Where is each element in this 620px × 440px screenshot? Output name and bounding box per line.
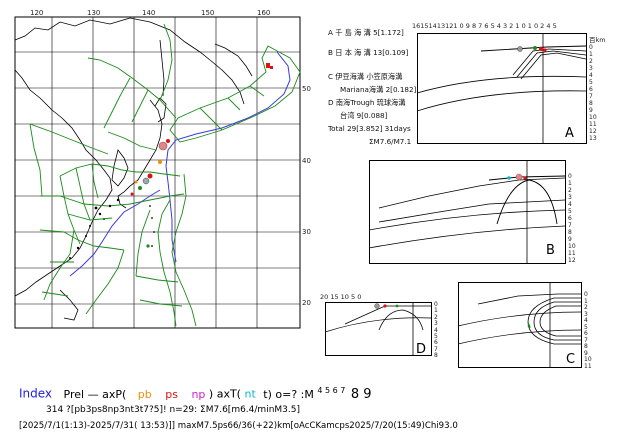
- lon-tick: 150: [201, 9, 215, 17]
- lon-tick: 120: [30, 9, 44, 17]
- panel-d-letter: D: [416, 342, 427, 357]
- nt-label: nt: [244, 387, 256, 401]
- lon-tick: 130: [87, 9, 101, 17]
- panel-b-cross-section: [369, 160, 566, 264]
- legend-c: C 伊豆海溝 小笠原海溝: [328, 72, 403, 81]
- np-label: np: [191, 387, 206, 401]
- ps-label: ps: [165, 387, 178, 401]
- panel-d-depth-ticks: 0 1 2 3 4 5 6 7 8: [434, 301, 438, 360]
- panel-a-unit: 百km: [589, 36, 606, 44]
- trench-lines: [69, 51, 291, 277]
- panel-a-letter: A: [565, 126, 574, 141]
- panel-a-cross-section: [417, 33, 587, 144]
- legend-d2: 台湾 9[0.088]: [340, 111, 388, 120]
- lat-tick: 30: [302, 228, 311, 236]
- index-word: Index: [19, 386, 53, 401]
- legend-sum: ΣM7.6/M7.1: [369, 137, 412, 146]
- prel-label: Prel — axP(: [63, 387, 127, 401]
- lat-tick: 50: [302, 85, 311, 93]
- panel-b-depth-ticks: 0 1 2 3 4 5 6 7 8 9 10 11 12: [568, 173, 576, 264]
- panel-c-cross-section: [458, 282, 582, 368]
- mags-big: 8 9: [350, 386, 372, 402]
- panel-a-top-scale: 16151413121 0 9 8 7 6 5 4 3 2 1 0 1 0 2 …: [412, 22, 557, 30]
- lat-tick: 20: [302, 299, 311, 307]
- region-cells: [29, 23, 301, 327]
- graticule: [15, 17, 300, 328]
- lat-tick: 40: [302, 157, 311, 165]
- mags-small: 4 5 6 7: [317, 386, 346, 395]
- panel-c-letter: C: [566, 352, 576, 367]
- legend-a: A 千 島 海 溝 5[1.172]: [328, 28, 404, 37]
- panel-d-top-scale: 20 15 10 5 0: [320, 293, 362, 301]
- panel-c-depth-ticks: 0 1 2 3 4 5 6 7 8 9 10 11: [584, 291, 592, 370]
- lon-tick: 140: [142, 9, 156, 17]
- coastline: [14, 17, 253, 321]
- footer-line2: 314 ?[pb3ps8np3nt3t7?5]! n=29: ΣM7.6[m6.…: [46, 405, 300, 415]
- map-frame: [14, 16, 301, 329]
- t-label: t) o=? :M: [263, 387, 314, 401]
- quake-markers: [108, 63, 273, 248]
- legend-total: Total 29[3.852] 31days: [328, 124, 411, 133]
- islands: [69, 205, 155, 259]
- footer-line3: [2025/7/1(1:13)-2025/7/31( 13:53)]] maxM…: [19, 421, 458, 431]
- axt-label: ) axT(: [208, 387, 241, 401]
- panel-d-cross-section: [325, 302, 432, 356]
- lon-tick: 160: [257, 9, 271, 17]
- pb-label: pb: [137, 387, 152, 401]
- legend-c2: Mariana海溝 2[0.182]: [340, 85, 417, 94]
- panel-b-letter: B: [546, 243, 555, 258]
- legend-d: D 南海Trough 琉球海溝: [328, 98, 406, 107]
- legend-b: B 日 本 海 溝 13[0.109]: [328, 48, 409, 57]
- footer-line1: Index Prel — axP( pb ps np ) axT( nt t) …: [19, 384, 372, 401]
- panel-a-depth-ticks: 0 1 2 3 4 5 6 7 8 9 10 11 12 13: [589, 44, 597, 142]
